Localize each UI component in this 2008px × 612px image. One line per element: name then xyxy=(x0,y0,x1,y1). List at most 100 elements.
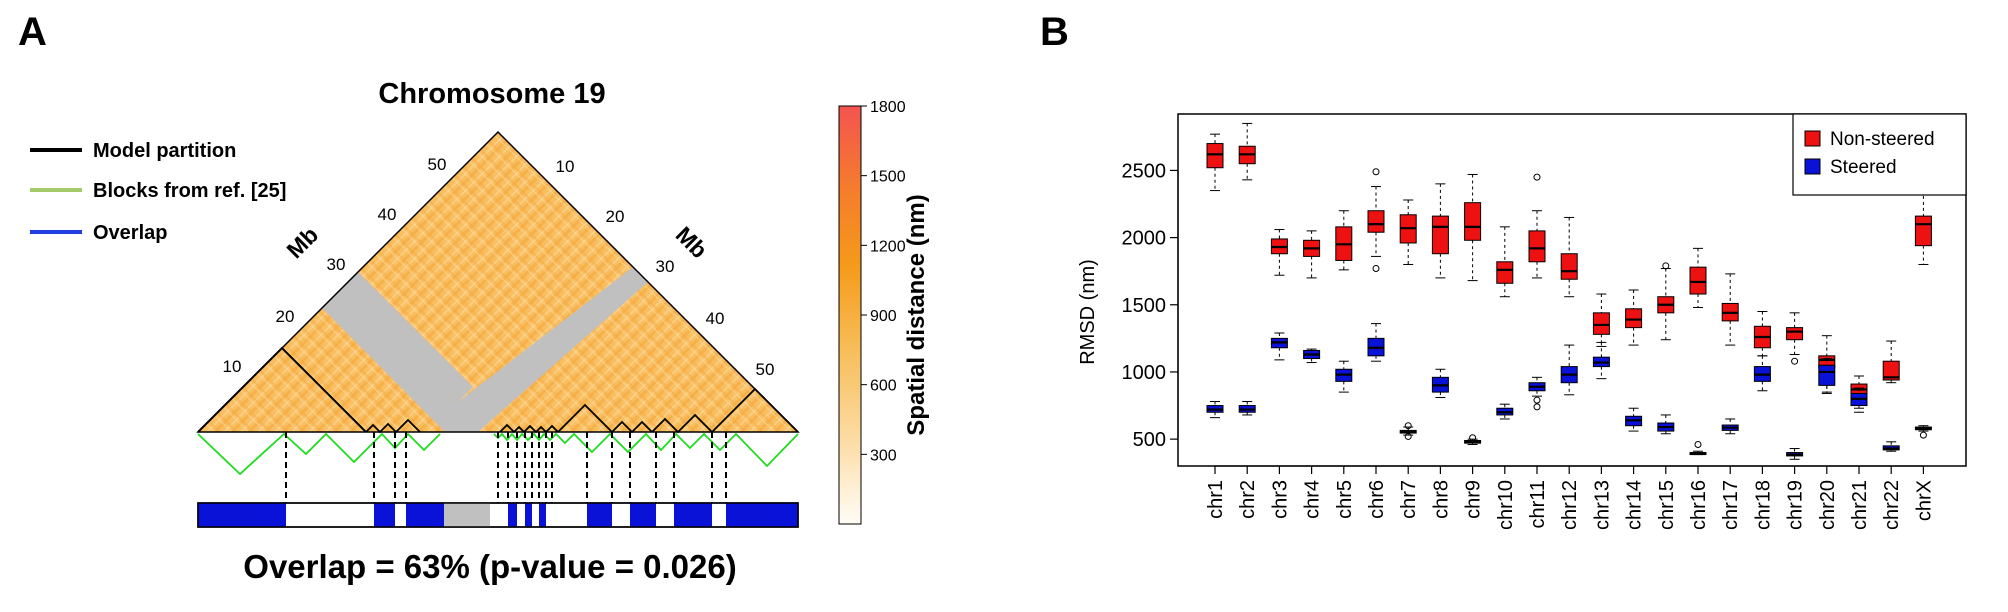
iqr-box xyxy=(1786,327,1804,341)
mask-band-left xyxy=(343,272,473,402)
iqr-box xyxy=(1914,215,1932,247)
steered-box-chr3 xyxy=(1270,332,1288,361)
x-tick-label: chr10 xyxy=(1495,480,1517,530)
x-tick-label: chr4 xyxy=(1302,480,1324,519)
y-tick-label: 500 xyxy=(1133,429,1166,451)
x-tick-label: chr7 xyxy=(1398,480,1420,519)
y-tick-label: 2500 xyxy=(1122,160,1167,182)
steered-box-chr10 xyxy=(1496,403,1514,420)
right-tick: 50 xyxy=(756,360,775,379)
panel-a-legend: Model partition Blocks from ref. [25] Ov… xyxy=(30,140,286,244)
x-tick-label: chr17 xyxy=(1720,480,1742,530)
heatmap-right-ticks: 10 20 30 40 50 xyxy=(556,157,775,379)
steered-box-chr20 xyxy=(1818,358,1836,394)
steered-box-chr4 xyxy=(1303,348,1321,364)
panel-a-letter: A xyxy=(18,10,47,54)
steered-box-chr9 xyxy=(1464,434,1482,446)
nonsteered-box-chr4 xyxy=(1303,230,1321,279)
right-tick: 40 xyxy=(706,309,725,328)
x-tick-label: chr1 xyxy=(1205,480,1227,519)
outlier-point xyxy=(1372,168,1380,176)
iqr-box xyxy=(1592,312,1610,335)
x-tick-label: chr8 xyxy=(1430,480,1452,519)
legend-label-blocks: Blocks from ref. [25] xyxy=(93,180,286,202)
x-tick-label: chr2 xyxy=(1237,480,1259,519)
overlap-bar xyxy=(197,502,799,528)
y-tick-label: 2000 xyxy=(1122,228,1167,250)
steered-box-chr21 xyxy=(1850,387,1868,413)
nonsteered-box-chr3 xyxy=(1270,229,1288,276)
iqr-box xyxy=(1818,364,1836,386)
x-tick-label: chr18 xyxy=(1752,480,1774,530)
heatmap-left-ticks: 10 20 30 40 50 xyxy=(223,155,447,376)
iqr-box xyxy=(1367,210,1385,233)
x-axis: chr1 chr2 chr3 chr4 chr5 chr6 chr7 chr8 chr9 chr1… xyxy=(1205,465,1935,530)
nonsteered-box-chr15 xyxy=(1657,262,1675,341)
steered-box-chrX xyxy=(1914,425,1932,439)
legend-swatch-steered xyxy=(1804,158,1821,175)
colorbar-tick-label: 1500 xyxy=(870,169,906,186)
right-tick: 10 xyxy=(556,157,575,176)
x-tick-label: chr3 xyxy=(1269,480,1291,519)
nonsteered-box-chr8 xyxy=(1431,183,1449,279)
nonsteered-box-chr22 xyxy=(1882,340,1900,384)
steered-box-chr1 xyxy=(1206,401,1224,419)
nonsteered-box-chr12 xyxy=(1560,216,1578,298)
mb-label-left: Mb xyxy=(281,221,323,263)
outlier-point xyxy=(1533,173,1541,181)
iqr-box xyxy=(1431,215,1449,255)
steered-box-chr19 xyxy=(1786,448,1804,460)
left-tick: 30 xyxy=(327,255,346,274)
colorbar-tick-label: 600 xyxy=(870,378,897,395)
x-tick-label: chr5 xyxy=(1334,480,1356,519)
y-axis: 500 1000 1500 2000 2500 xyxy=(1122,160,1179,451)
nonsteered-box-chr18 xyxy=(1753,310,1771,357)
steered-box-chr18 xyxy=(1753,355,1771,392)
nonsteered-box-chr7 xyxy=(1399,199,1417,265)
y-tick-label: 1000 xyxy=(1122,362,1167,384)
mb-label-right: Mb xyxy=(671,221,713,263)
steered-box-chr6 xyxy=(1367,323,1385,362)
iqr-box xyxy=(1496,261,1514,284)
x-tick-label: chrX xyxy=(1913,480,1935,521)
steered-box-chr16 xyxy=(1689,441,1707,456)
nonsteered-box-chr11 xyxy=(1528,173,1546,279)
colorbar-tick-label: 1800 xyxy=(870,99,906,116)
steered-box-chr11 xyxy=(1528,376,1546,411)
reference-blocks xyxy=(197,432,799,476)
iqr-box xyxy=(1206,143,1224,169)
boxplot-legend: Non-steered Steered xyxy=(1792,113,1967,196)
steered-box-chr15 xyxy=(1657,414,1675,435)
outlier-point xyxy=(1533,396,1541,404)
outlier-point xyxy=(1533,403,1541,411)
legend-label-steered: Steered xyxy=(1830,157,1897,178)
steered-box-chr17 xyxy=(1721,418,1739,435)
outlier-point xyxy=(1372,265,1380,273)
steered-box-chr5 xyxy=(1335,360,1353,393)
legend-label-overlap: Overlap xyxy=(93,222,167,244)
iqr-box xyxy=(1528,230,1546,263)
colorbar-tick-label: 300 xyxy=(870,447,897,464)
right-tick: 20 xyxy=(606,207,625,226)
steered-box-chr8 xyxy=(1431,368,1449,398)
x-tick-label: chr13 xyxy=(1591,480,1613,530)
panel-a-title: Chromosome 19 xyxy=(378,78,605,110)
outlier-point xyxy=(1404,432,1412,440)
outlier-point xyxy=(1404,422,1412,430)
x-tick-label: chr20 xyxy=(1817,480,1839,530)
panel-a-figure: Chromosome 19 Model partition Blocks fro… xyxy=(30,78,930,585)
outlier-point xyxy=(1694,441,1702,449)
x-tick-label: chr12 xyxy=(1559,480,1581,530)
y-axis-label: RMSD (nm) xyxy=(1077,259,1099,365)
outlier-point xyxy=(1919,431,1927,439)
steered-box-chr22 xyxy=(1882,441,1900,452)
contact-heatmap xyxy=(196,130,800,434)
nonsteered-box-chr14 xyxy=(1625,289,1643,346)
steered-box-chr2 xyxy=(1238,401,1256,416)
x-tick-label: chr11 xyxy=(1527,480,1549,529)
nonsteered-box-chr13 xyxy=(1592,293,1610,347)
rmsd-boxplot: 500 1000 1500 2000 2500 chr1 chr2 chr3 chr4 chr5… xyxy=(1077,113,1967,530)
x-tick-label: chr15 xyxy=(1656,480,1678,530)
nonsteered-box-chr2 xyxy=(1238,122,1256,181)
left-tick: 40 xyxy=(378,205,397,224)
